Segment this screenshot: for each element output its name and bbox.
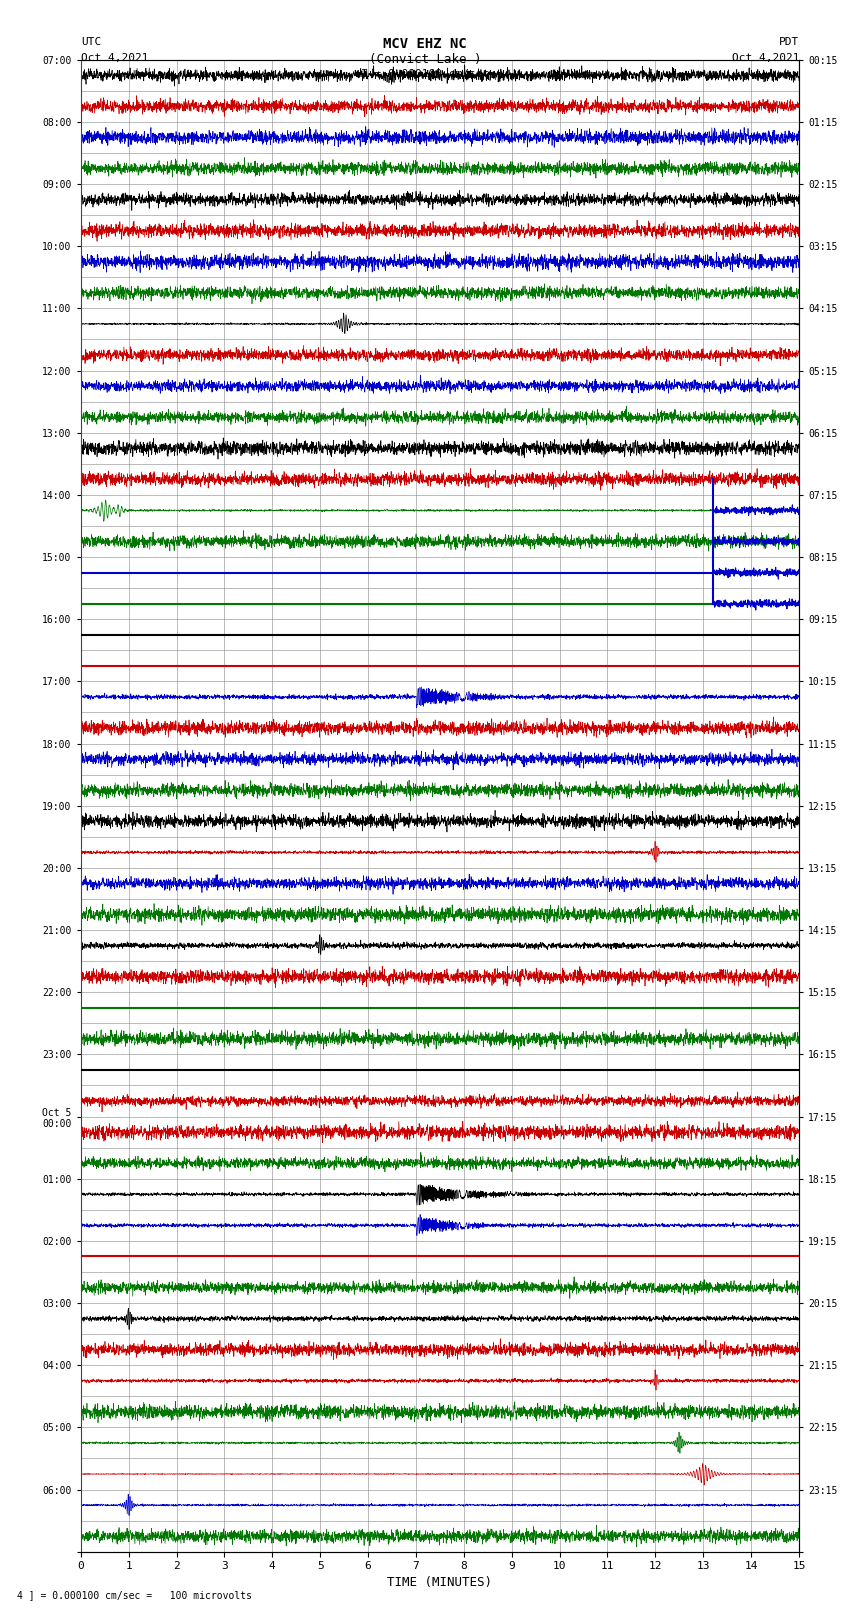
Text: Oct 4,2021: Oct 4,2021: [81, 53, 148, 63]
Text: (Convict Lake ): (Convict Lake ): [369, 53, 481, 66]
Text: UTC: UTC: [81, 37, 101, 47]
X-axis label: TIME (MINUTES): TIME (MINUTES): [388, 1576, 492, 1589]
Text: I = 0.000100 cm/sec: I = 0.000100 cm/sec: [361, 69, 489, 79]
Text: Oct 4,2021: Oct 4,2021: [732, 53, 799, 63]
Text: 4 ] = 0.000100 cm/sec =   100 microvolts: 4 ] = 0.000100 cm/sec = 100 microvolts: [17, 1590, 252, 1600]
Text: MCV EHZ NC: MCV EHZ NC: [383, 37, 467, 52]
Text: PDT: PDT: [779, 37, 799, 47]
